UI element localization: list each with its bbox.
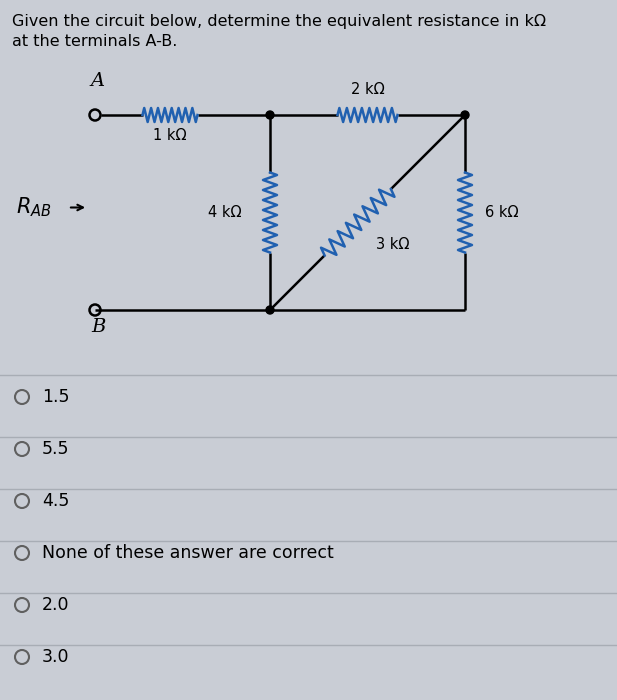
Text: 3 kΩ: 3 kΩ xyxy=(376,237,409,252)
Text: 6 kΩ: 6 kΩ xyxy=(485,205,518,220)
Text: None of these answer are correct: None of these answer are correct xyxy=(42,544,334,562)
Text: 4 kΩ: 4 kΩ xyxy=(209,205,242,220)
Text: 1.5: 1.5 xyxy=(42,388,70,406)
Text: A: A xyxy=(91,72,105,90)
Text: 5.5: 5.5 xyxy=(42,440,70,458)
Text: 4.5: 4.5 xyxy=(42,492,69,510)
Circle shape xyxy=(461,111,469,119)
Text: 2.0: 2.0 xyxy=(42,596,70,614)
Text: at the terminals A-B.: at the terminals A-B. xyxy=(12,34,177,49)
Circle shape xyxy=(266,306,274,314)
Text: Given the circuit below, determine the equivalent resistance in kΩ: Given the circuit below, determine the e… xyxy=(12,14,546,29)
Text: 3.0: 3.0 xyxy=(42,648,70,666)
Text: $R_{AB}$: $R_{AB}$ xyxy=(16,196,52,219)
Text: 2 kΩ: 2 kΩ xyxy=(350,82,384,97)
Text: 1 kΩ: 1 kΩ xyxy=(153,128,187,143)
Circle shape xyxy=(266,111,274,119)
Text: B: B xyxy=(91,318,105,336)
